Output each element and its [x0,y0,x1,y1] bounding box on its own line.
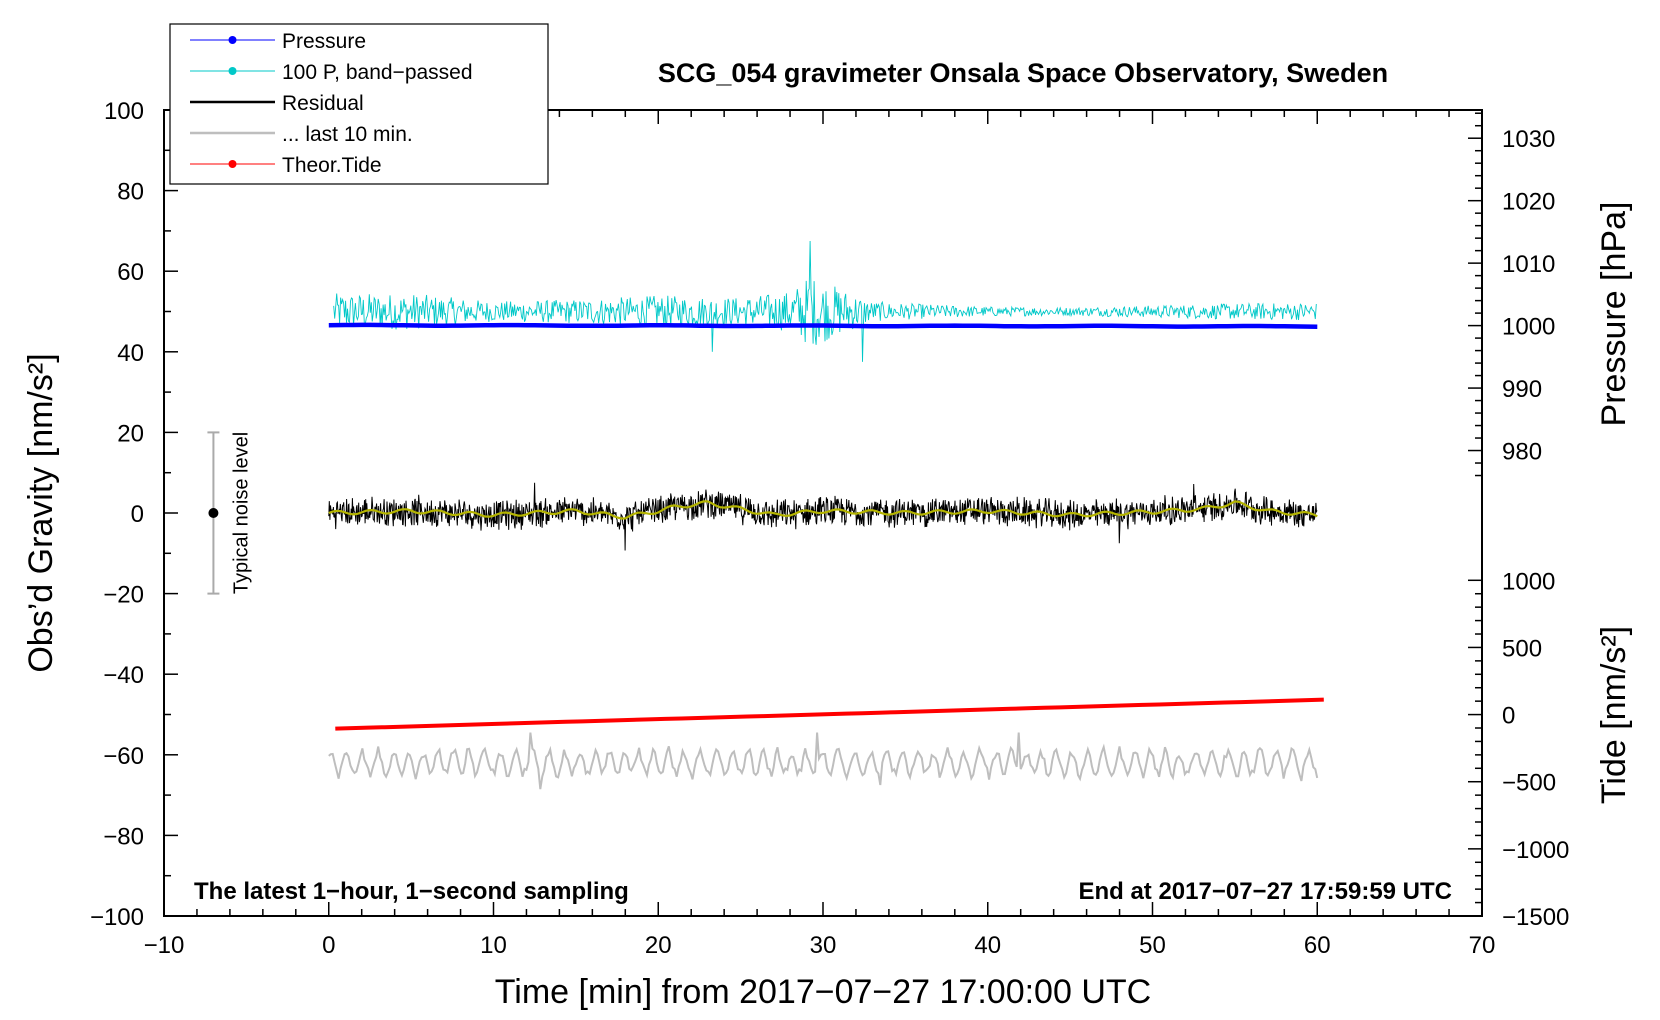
chart-title: SCG_054 gravimeter Onsala Space Observat… [658,58,1388,88]
y-tick-label: 20 [117,420,144,447]
y-tick-label: −60 [103,743,144,770]
legend-marker-1 [228,67,237,75]
y-tick-label: −20 [103,582,144,609]
legend: Pressure 100 P, band−passed Residual ... la… [169,23,549,185]
x-axis-ticks: −10 0 10 20 30 40 50 60 70 [144,110,1496,959]
series-last-10-min [328,732,1319,790]
pressure-axis-ticks: 980 990 1000 1010 1020 1030 [1468,112,1555,477]
legend-label: ... last 10 min. [282,123,413,146]
y-tick-label: 80 [117,179,144,206]
pressure-tick-label: 1020 [1502,189,1555,216]
noise-level-label: Typical noise level [230,432,252,594]
series-theoretical-tide [335,697,1324,731]
y-tick-label: −40 [103,662,144,689]
y-tick-label: 60 [117,259,144,286]
y-tick-label: 40 [117,340,144,367]
x-tick-label: 10 [480,932,507,959]
y-tick-label: −100 [90,904,144,931]
legend-marker-0 [228,36,237,44]
series-layer [328,240,1324,790]
x-tick-label: 30 [810,932,837,959]
legend-label: Pressure [282,30,366,53]
y-axis-title-pressure: Pressure [hPa] [1595,202,1633,427]
y-axis-title-tide: Tide [nm/s²] [1595,626,1633,804]
series-band-passed-pressure [333,240,1317,362]
x-tick-label: 40 [974,932,1001,959]
pressure-tick-label: 1030 [1502,126,1555,153]
series-residual [328,482,1318,551]
x-tick-label: −10 [144,932,185,959]
series-pressure [328,322,1318,329]
series-residual-smoothed [328,500,1318,520]
tide-tick-label: 0 [1502,703,1515,730]
sampling-note: The latest 1−hour, 1−second sampling [194,878,629,905]
pressure-tick-label: 1000 [1502,314,1555,341]
x-tick-label: 70 [1469,932,1496,959]
pressure-tick-label: 990 [1502,376,1542,403]
tide-tick-label: −500 [1502,770,1556,797]
tide-tick-label: 500 [1502,635,1542,662]
pressure-tick-label: 1010 [1502,251,1555,278]
legend-marker-4 [228,160,237,168]
y-axis-title-left: Obs’d Gravity [nm/s²] [22,353,60,672]
x-axis-title: Time [min] from 2017−07−27 17:00:00 UTC [495,973,1151,1011]
x-tick-label: 50 [1139,932,1166,959]
end-time-note: End at 2017−07−27 17:59:59 UTC [1078,878,1452,905]
legend-box [169,23,549,185]
legend-label: Theor.Tide [282,154,382,177]
y-tick-label: 0 [131,501,144,528]
noise-bar-center-dot [208,508,219,518]
x-tick-label: 0 [322,932,335,959]
noise-level-indicator: Typical noise level [207,431,252,595]
legend-label: 100 P, band−passed [282,61,473,84]
tide-tick-label: 1000 [1502,568,1555,595]
tide-tick-label: −1500 [1502,904,1569,931]
x-tick-label: 60 [1304,932,1331,959]
legend-label: Residual [282,92,364,115]
tide-axis-ticks: −1500 −1000 −500 0 500 1000 [1468,568,1569,931]
pressure-tick-label: 980 [1502,439,1542,466]
y-tick-label: 100 [104,98,144,125]
y-tick-label: −80 [103,823,144,850]
tide-tick-label: −1000 [1502,837,1569,864]
y-axis-ticks: −100 −80 −60 −40 −20 0 20 40 60 80 100 [90,98,178,931]
x-tick-label: 20 [645,932,672,959]
